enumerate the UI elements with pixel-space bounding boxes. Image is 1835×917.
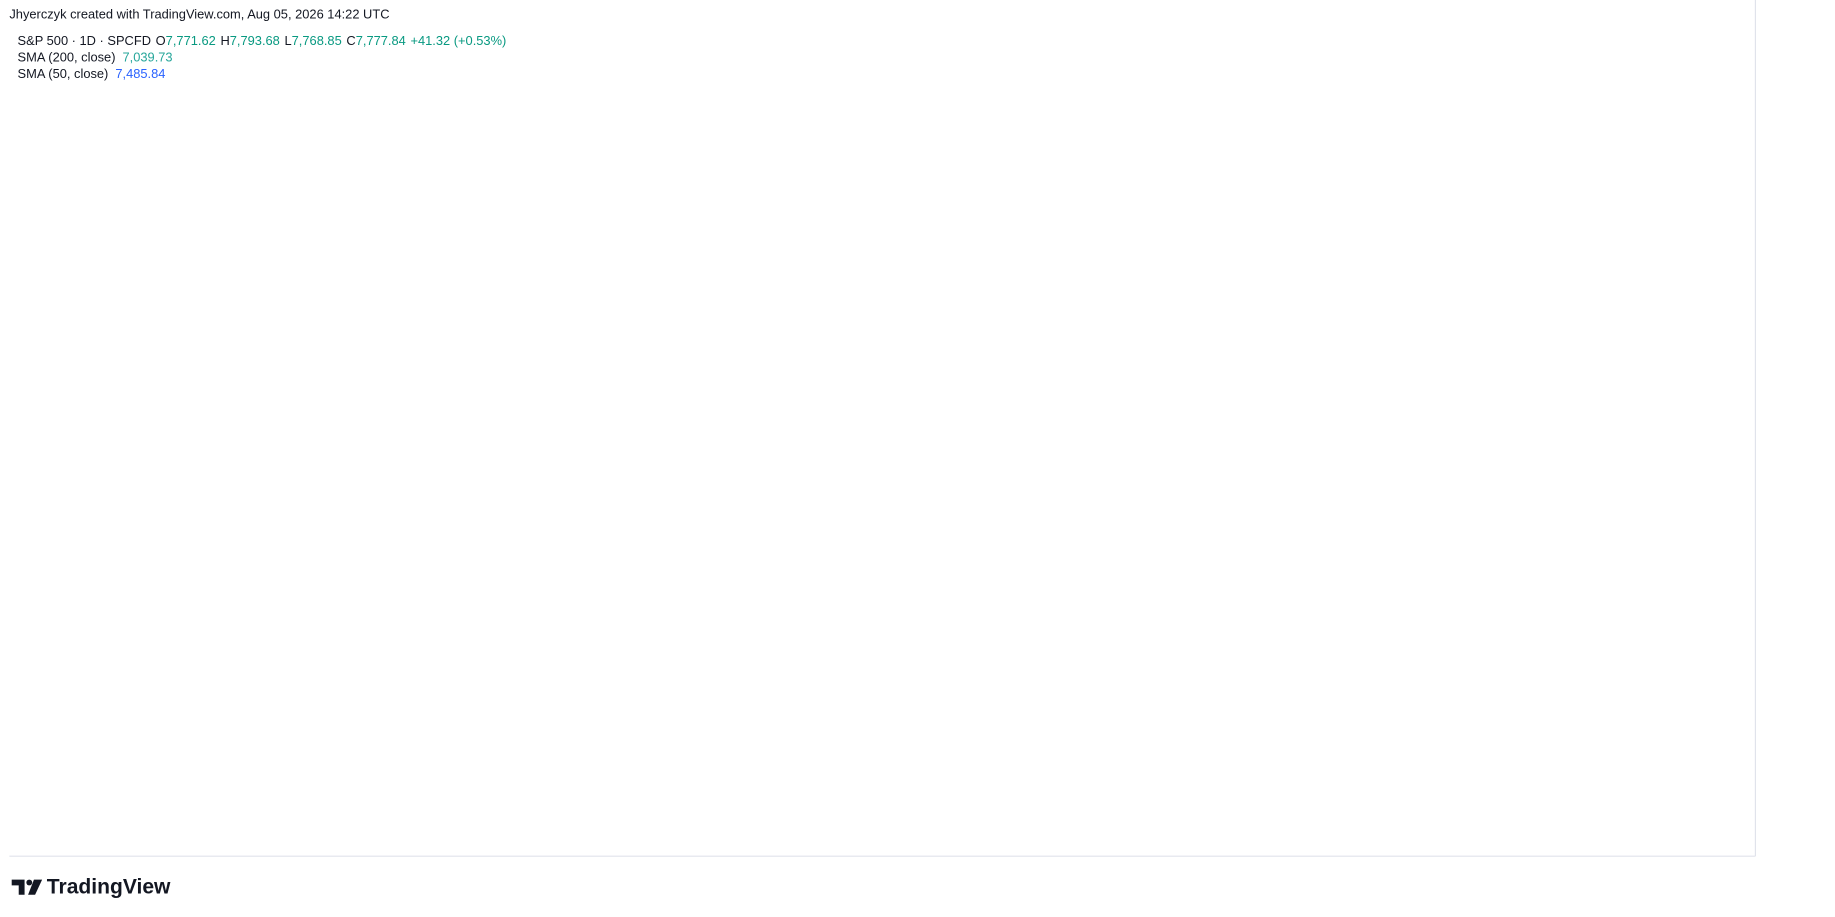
logo-dot bbox=[26, 879, 33, 886]
logo-text: TradingView bbox=[47, 875, 171, 898]
h-key: H bbox=[220, 34, 229, 49]
sma200-value: 7,039.73 bbox=[123, 50, 173, 65]
sma50-line: SMA (50, close) 7,485.84 bbox=[18, 66, 166, 81]
symbol: S&P 500 · 1D · SPCFD bbox=[18, 34, 151, 49]
c-value: 7,777.84 bbox=[356, 34, 406, 49]
credit: Jhyerczyk created with TradingView.com, … bbox=[9, 7, 389, 22]
l-value: 7,768.85 bbox=[292, 34, 342, 49]
c-key: C bbox=[346, 34, 355, 49]
sma200-name: SMA (200, close) bbox=[18, 50, 116, 65]
sma50-value: 7,485.84 bbox=[115, 66, 165, 81]
change: +41.32 (+0.53%) bbox=[410, 34, 506, 49]
l-key: L bbox=[285, 34, 292, 49]
symbol-line: S&P 500 · 1D · SPCFD O7,771.62 H7,793.68 L7… bbox=[18, 34, 507, 49]
legend: Jhyerczyk created with TradingView.com, … bbox=[9, 7, 506, 82]
o-key: O bbox=[156, 34, 166, 49]
sma200-line: SMA (200, close) 7,039.73 bbox=[18, 50, 173, 65]
sma50-name: SMA (50, close) bbox=[18, 66, 109, 81]
logo-mark bbox=[11, 879, 25, 895]
footer-logo: TradingView bbox=[11, 875, 171, 898]
o-value: 7,771.62 bbox=[166, 34, 216, 49]
h-value: 7,793.68 bbox=[230, 34, 280, 49]
logo-slash bbox=[28, 879, 43, 895]
